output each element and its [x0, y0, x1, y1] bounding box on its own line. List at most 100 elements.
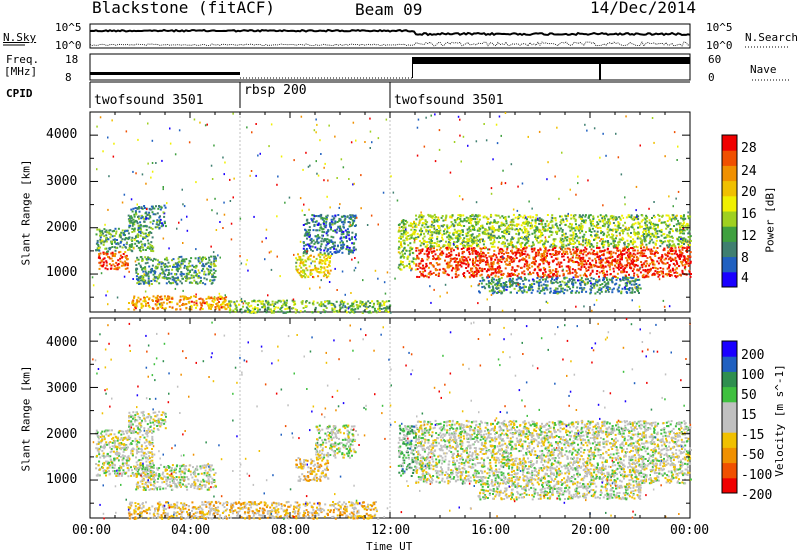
power-cell: [128, 302, 130, 304]
power-cell: [182, 298, 185, 301]
power-cell: [156, 296, 159, 299]
power-cell: [319, 245, 322, 248]
power-cell: [341, 246, 344, 249]
power-cell: [505, 258, 508, 261]
power-cell: [343, 215, 346, 218]
power-cell: [136, 299, 139, 302]
power-cell: [489, 238, 492, 241]
power-cell: [174, 273, 176, 276]
power-cell: [682, 255, 685, 258]
power-cell: [403, 239, 406, 242]
power-cell: [168, 280, 170, 283]
power-cell: [326, 259, 329, 262]
power-cell: [364, 302, 367, 305]
power-cell: [354, 299, 357, 302]
power-cell: [688, 270, 691, 273]
power-cell: [575, 223, 577, 226]
power-cell: [115, 246, 118, 249]
power-cell: [506, 239, 509, 242]
power-cell: [566, 252, 569, 255]
power-cell: [593, 230, 596, 233]
power-cell: [200, 304, 203, 307]
power-cell: [99, 252, 102, 255]
power-cell: [101, 264, 104, 267]
power-cell: [195, 302, 198, 305]
power-cell: [213, 257, 216, 260]
power-cell: [316, 229, 319, 232]
power-cell: [654, 232, 657, 235]
power-cell: [621, 256, 623, 259]
power-cell: [566, 247, 569, 250]
power-cell: [668, 216, 671, 219]
power-cell: [490, 214, 493, 217]
power-cell: [339, 307, 342, 310]
power-cell: [331, 221, 334, 224]
power-cell: [161, 298, 164, 301]
power-cell: [217, 306, 220, 309]
power-cell: [671, 240, 674, 243]
power-cell: [503, 244, 506, 247]
power-cell: [591, 251, 594, 254]
power-cell: [409, 265, 411, 268]
power-cell: [403, 229, 406, 232]
power-cell: [490, 227, 493, 230]
power-cell: [425, 275, 428, 278]
power-cell: [359, 302, 362, 305]
power-cell: [328, 260, 331, 263]
power-cell: [135, 301, 138, 304]
power-cell: [497, 221, 500, 223]
power-cell: [385, 307, 388, 310]
power-cell: [537, 241, 540, 244]
power-cell: [589, 274, 592, 277]
power-cell: [326, 214, 329, 217]
power-cell: [500, 273, 503, 276]
power-cell: [176, 267, 179, 270]
power-cell: [497, 271, 500, 273]
power-cell: [526, 260, 529, 263]
power-cell: [362, 304, 365, 307]
power-cell: [681, 246, 684, 249]
power-cell: [434, 258, 437, 261]
power-cell: [416, 268, 419, 271]
power-cell: [267, 307, 270, 310]
power-cell: [456, 266, 459, 269]
power-cell: [622, 224, 625, 227]
power-cell: [605, 214, 608, 217]
power-cell: [421, 258, 424, 260]
power-cell: [338, 249, 341, 252]
power-cell: [379, 303, 381, 306]
power-cell: [110, 242, 113, 244]
power-cell: [172, 281, 175, 284]
power-cell: [152, 295, 155, 298]
power-cell: [452, 249, 455, 252]
power-cell: [110, 257, 113, 260]
power-cell: [580, 249, 583, 252]
power-cell: [554, 219, 557, 222]
power-cell: [146, 239, 149, 242]
power-cell: [303, 244, 306, 247]
power-cell: [330, 302, 333, 305]
power-cell: [667, 246, 670, 248]
power-cell: [508, 260, 511, 263]
power-cell: [584, 239, 587, 242]
power-cell: [388, 300, 390, 303]
power-cell: [142, 300, 145, 303]
power-cell: [152, 273, 155, 276]
power-cell: [301, 276, 304, 279]
power-cell: [342, 230, 345, 233]
power-cell: [398, 263, 401, 266]
power-cell: [467, 256, 470, 259]
power-cell: [304, 276, 307, 279]
power-cell: [497, 214, 500, 217]
power-cell: [633, 265, 636, 268]
power-cell: [469, 258, 471, 261]
power-cell: [154, 303, 157, 306]
power-cell: [354, 214, 357, 217]
power-cell: [313, 242, 316, 245]
power-cell: [191, 268, 194, 271]
power-cell: [621, 258, 623, 261]
power-cell: [331, 307, 334, 310]
power-cell: [127, 237, 130, 240]
power-cell: [592, 215, 595, 218]
power-cell: [217, 296, 220, 299]
